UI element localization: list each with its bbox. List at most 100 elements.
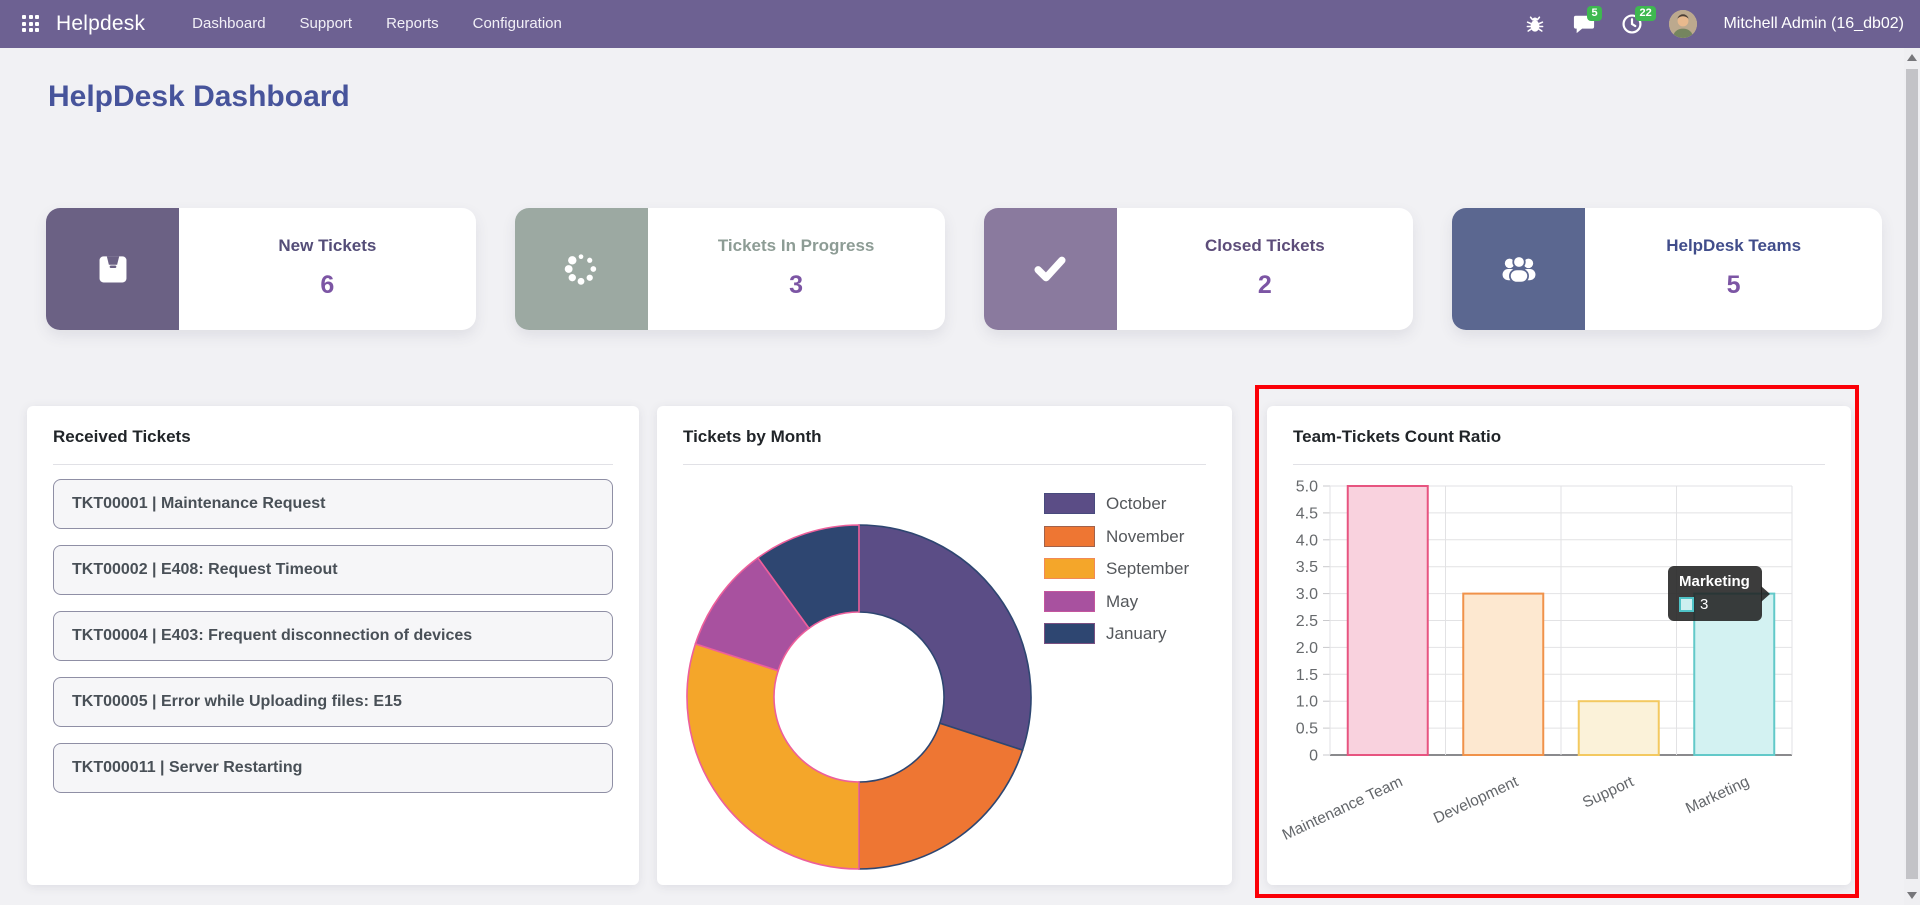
panel-title: Received Tickets — [53, 427, 191, 446]
kpi-body: Closed Tickets 2 — [1117, 208, 1414, 330]
legend-item-november[interactable]: November — [1044, 526, 1184, 547]
legend-swatch — [1044, 558, 1095, 579]
kpi-card-helpdesk-teams[interactable]: HelpDesk Teams 5 — [1452, 208, 1882, 330]
bar-support[interactable] — [1577, 700, 1660, 757]
scroll-down-arrow[interactable] — [1907, 892, 1917, 899]
legend-label: May — [1106, 591, 1139, 611]
top-navbar: Helpdesk Dashboard Support Reports Configur… — [0, 0, 1920, 48]
vertical-scrollbar[interactable] — [1904, 48, 1920, 905]
kpi-label: New Tickets — [278, 236, 377, 255]
kpi-card-tickets-in-progress[interactable]: Tickets In Progress 3 — [514, 208, 945, 330]
kpi-body: New Tickets 6 — [179, 208, 476, 330]
legend-item-september[interactable]: September — [1044, 558, 1189, 579]
kpi-value: 5 — [1726, 271, 1741, 299]
kpi-value: 2 — [1257, 271, 1272, 299]
y-tick-label: 2.0 — [1296, 640, 1318, 657]
y-tick-label: 4.5 — [1296, 505, 1318, 522]
legend-swatch — [1044, 493, 1095, 514]
panel-received-tickets: Received Tickets TKT00001 | Maintenance … — [27, 406, 639, 885]
y-tick-label: 1.0 — [1296, 694, 1318, 711]
x-tick-label: Development — [1431, 773, 1522, 827]
app-name[interactable]: Helpdesk — [56, 12, 146, 35]
kpi-value: 6 — [320, 271, 335, 299]
donut-slice-october[interactable] — [858, 524, 1032, 752]
kpi-label: Tickets In Progress — [717, 236, 875, 255]
legend-label: September — [1106, 558, 1190, 578]
legend-label: October — [1106, 493, 1167, 513]
ticket-row[interactable]: TKT00002 | E408: Request Timeout — [53, 545, 613, 595]
donut-slice-january[interactable] — [756, 524, 860, 630]
tooltip-swatch — [1679, 597, 1694, 612]
messages-badge: 5 — [1587, 6, 1602, 21]
y-tick-label: 5.0 — [1296, 479, 1318, 496]
page-title: HelpDesk Dashboard — [48, 80, 350, 113]
bar-maintenance-team[interactable] — [1346, 485, 1429, 756]
kpi-row: New Tickets 6 Tickets In Progress 3 Closed T… — [46, 208, 1882, 330]
main-menu: Dashboard Support Reports Configuration — [179, 0, 575, 48]
kpi-icon-block — [46, 208, 179, 330]
y-tick-label: 3.0 — [1296, 586, 1318, 603]
donut-chart — [686, 524, 1032, 870]
donut-slice-september[interactable] — [686, 642, 860, 870]
scrollbar-thumb[interactable] — [1906, 69, 1918, 879]
users-icon — [1498, 248, 1540, 290]
divider — [53, 464, 613, 465]
avatar[interactable] — [1669, 10, 1698, 38]
x-tick-label: Maintenance Team — [1280, 773, 1406, 844]
legend-item-may[interactable]: May — [1044, 591, 1138, 612]
y-tick-label: 3.5 — [1296, 559, 1318, 576]
kpi-label: HelpDesk Teams — [1666, 236, 1802, 255]
scroll-up-arrow[interactable] — [1907, 54, 1917, 61]
x-tick-label: Marketing — [1683, 773, 1752, 817]
y-tick-label: 1.5 — [1296, 667, 1318, 684]
menu-support[interactable]: Support — [299, 15, 353, 32]
kpi-card-closed-tickets[interactable]: Closed Tickets 2 — [983, 208, 1414, 330]
kpi-label: Closed Tickets — [1205, 236, 1325, 255]
activities-badge: 22 — [1635, 6, 1656, 21]
check-icon — [1031, 250, 1069, 288]
panel-title: Tickets by Month — [683, 427, 822, 446]
donut-slice-november[interactable] — [858, 722, 1024, 870]
apps-grid-icon[interactable] — [22, 15, 40, 33]
legend-swatch — [1044, 623, 1095, 644]
spinner-icon — [561, 249, 601, 289]
user-name[interactable]: Mitchell Admin (16_db02) — [1723, 15, 1904, 32]
legend-label: November — [1106, 526, 1185, 546]
divider — [1293, 464, 1825, 465]
ticket-row[interactable]: TKT00004 | E403: Frequent disconnection … — [53, 611, 613, 661]
tooltip-value: 3 — [1700, 596, 1709, 613]
divider — [683, 464, 1206, 465]
panel-title: Team-Tickets Count Ratio — [1293, 427, 1502, 446]
legend-label: January — [1106, 623, 1167, 643]
legend-item-october[interactable]: October — [1044, 493, 1166, 514]
menu-reports[interactable]: Reports — [386, 15, 439, 32]
ticket-row[interactable]: TKT00005 | Error while Uploading files: … — [53, 677, 613, 727]
kpi-icon-block — [514, 208, 648, 330]
legend-swatch — [1044, 591, 1095, 612]
kpi-card-new-tickets[interactable]: New Tickets 6 — [46, 208, 476, 330]
y-tick-label: 0.5 — [1296, 721, 1318, 738]
kpi-body: Tickets In Progress 3 — [648, 208, 945, 330]
ticket-row[interactable]: TKT000011 | Server Restarting — [53, 743, 613, 793]
legend-item-january[interactable]: January — [1044, 623, 1166, 644]
kpi-icon-block — [1452, 208, 1586, 330]
x-tick-label: Support — [1580, 773, 1637, 812]
kpi-value: 3 — [789, 271, 804, 299]
menu-configuration[interactable]: Configuration — [472, 15, 562, 32]
menu-dashboard[interactable]: Dashboard — [192, 15, 266, 32]
y-tick-label: 4.0 — [1296, 532, 1318, 549]
panel-tickets-by-month: Tickets by Month October November Septembe… — [657, 406, 1232, 885]
inbox-icon — [94, 250, 132, 288]
y-tick-label: 2.5 — [1296, 613, 1318, 630]
debug-bug-icon[interactable] — [1525, 13, 1547, 35]
nav-left: Helpdesk Dashboard Support Reports Configur… — [0, 0, 575, 48]
ticket-row[interactable]: TKT00001 | Maintenance Request — [53, 479, 613, 529]
legend-swatch — [1044, 526, 1095, 547]
messages-icon[interactable]: 5 — [1573, 6, 1602, 35]
y-tick-label: 0 — [1309, 748, 1318, 765]
kpi-icon-block — [983, 208, 1117, 330]
activities-clock-icon[interactable]: 22 — [1621, 6, 1656, 35]
bar-development[interactable] — [1462, 592, 1545, 756]
kpi-body: HelpDesk Teams 5 — [1585, 208, 1882, 330]
panel-team-tickets-ratio: Team-Tickets Count Ratio 0 0.5 1.0 1.5 2.0 2.… — [1267, 406, 1851, 885]
